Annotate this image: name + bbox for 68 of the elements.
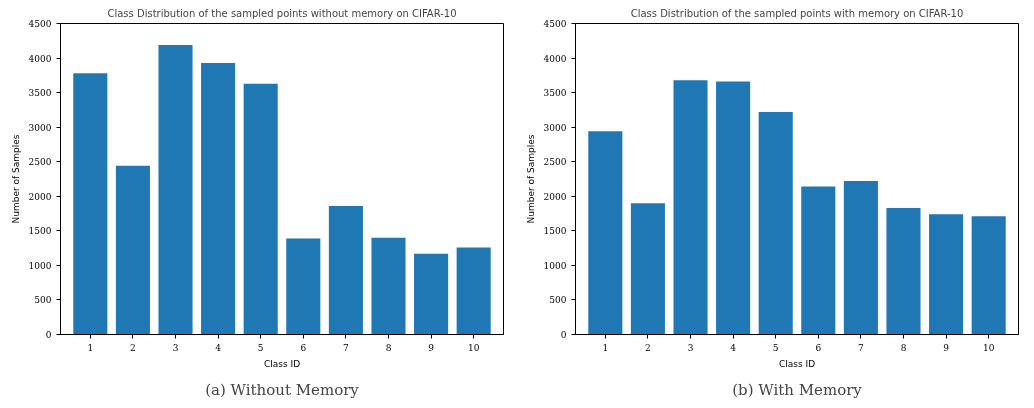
- x-tick-label: 6: [815, 342, 822, 353]
- x-tick-label: 10: [982, 342, 995, 353]
- x-tick-label: 1: [87, 342, 94, 353]
- bar: [158, 44, 193, 335]
- x-tick-label: 7: [858, 342, 865, 353]
- y-tick-label: 3000: [543, 122, 567, 133]
- x-axis-title: Class ID: [263, 358, 301, 369]
- bar: [286, 238, 321, 335]
- x-tick-label: 3: [687, 342, 694, 353]
- chart-title: Class Distribution of the sampled points without memory on CIFAR-10: [107, 7, 457, 19]
- x-tick-label: 9: [943, 342, 950, 353]
- x-tick-label: 2: [130, 342, 136, 353]
- text: (b) With Memory: [732, 380, 863, 399]
- y-tick-label: 2000: [28, 191, 52, 202]
- bar: [371, 237, 406, 335]
- x-tick-label: 5: [772, 342, 779, 353]
- y-axis-title: Number of Samples: [10, 134, 21, 224]
- bar: [886, 208, 921, 335]
- y-tick-label: 4000: [543, 53, 567, 64]
- y-tick-label: 4500: [543, 19, 567, 29]
- x-tick-label: 3: [172, 342, 179, 353]
- x-axis-title: Class ID: [778, 358, 816, 369]
- y-axis-title: Number of Samples: [525, 134, 536, 224]
- bar: [801, 186, 836, 335]
- bar: [588, 131, 623, 335]
- y-tick-label: 1500: [28, 226, 52, 237]
- bar: [673, 80, 708, 335]
- y-tick-label: 2000: [543, 191, 567, 202]
- bar: [971, 216, 1006, 335]
- y-tick-label: 500: [34, 295, 52, 306]
- y-tick-label: 3000: [28, 122, 52, 133]
- x-tick-label: 5: [257, 342, 264, 353]
- y-tick-label: 0: [560, 330, 567, 340]
- bar: [328, 205, 363, 335]
- bar: [758, 111, 793, 335]
- bar: [929, 214, 964, 335]
- x-tick-label: 7: [343, 342, 350, 353]
- text: (a) Without Memory: [205, 380, 360, 399]
- y-tick-label: 500: [549, 295, 567, 306]
- x-tick-label: 4: [215, 342, 222, 353]
- chart-title: Class Distribution of the sampled points with memory on CIFAR-10: [630, 7, 964, 19]
- bar: [414, 253, 449, 335]
- y-tick-label: 4500: [28, 19, 52, 29]
- bar: [716, 81, 751, 335]
- bar: [243, 83, 278, 335]
- bar: [115, 165, 150, 335]
- x-tick-label: 4: [730, 342, 737, 353]
- bar: [201, 62, 236, 335]
- x-tick-label: 2: [645, 342, 651, 353]
- x-tick-label: 9: [428, 342, 435, 353]
- y-tick-label: 4000: [28, 53, 52, 64]
- x-tick-label: 8: [900, 342, 907, 353]
- x-tick-label: 6: [300, 342, 307, 353]
- y-tick-label: 1000: [28, 260, 52, 271]
- x-tick-label: 8: [385, 342, 392, 353]
- x-tick-label: 1: [602, 342, 609, 353]
- y-tick-label: 3500: [28, 88, 52, 99]
- y-tick-label: 0: [45, 330, 52, 340]
- bar: [73, 73, 108, 335]
- y-tick-label: 2500: [543, 157, 567, 168]
- bar: [456, 247, 491, 335]
- bar: [843, 181, 878, 335]
- y-tick-label: 1500: [543, 226, 567, 237]
- y-tick-label: 2500: [28, 157, 52, 168]
- bar: [630, 203, 665, 335]
- y-tick-label: 1000: [543, 260, 567, 271]
- x-tick-label: 10: [467, 342, 480, 353]
- y-tick-label: 3500: [543, 88, 567, 99]
